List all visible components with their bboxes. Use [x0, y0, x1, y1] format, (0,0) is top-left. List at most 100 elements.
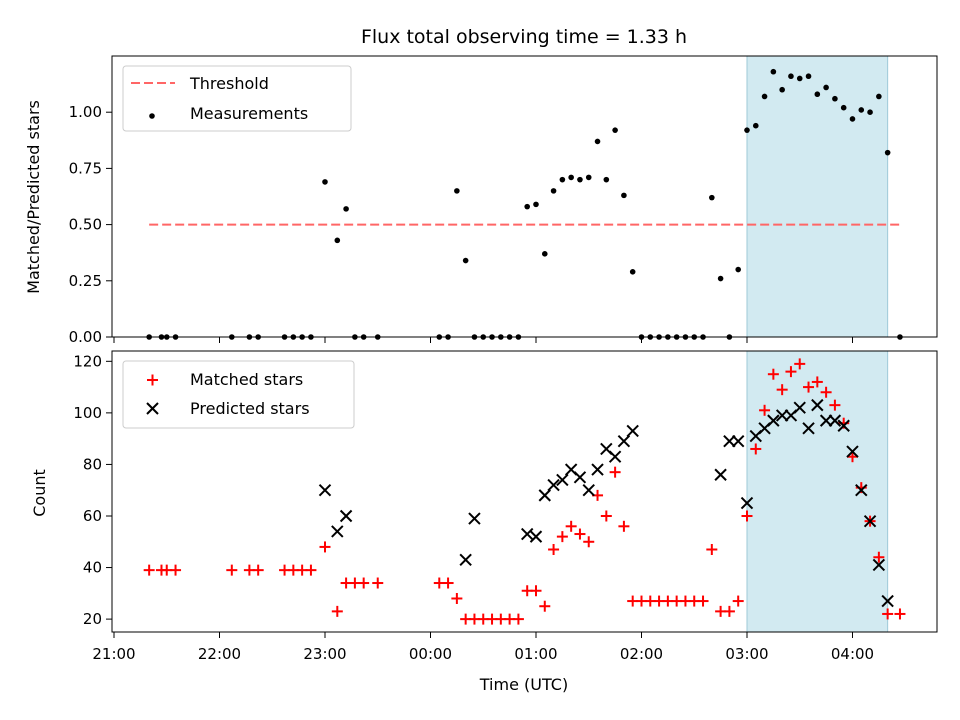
predicted-cross-b [529, 530, 543, 543]
measurement-point [524, 203, 531, 210]
predicted-star-point [775, 409, 789, 422]
matched-star-point [451, 592, 463, 604]
predicted-cross-b [837, 419, 850, 432]
matched-star-point [759, 404, 771, 416]
predicted-star-point [617, 435, 631, 448]
matched-star-point [882, 608, 894, 620]
predicted-star-point [582, 484, 595, 497]
predicted-cross-b [872, 558, 886, 572]
predicted-star-point [529, 530, 543, 543]
predicted-cross-b [608, 450, 622, 463]
measurement-point [761, 93, 768, 100]
matched-star-point [820, 386, 832, 398]
matched-star-point [894, 608, 906, 620]
matched-star-point [706, 544, 718, 556]
predicted-cross-b [731, 435, 745, 448]
matched-star-point [442, 577, 454, 589]
measurement-point [867, 109, 873, 115]
bottom-panel: 20 40 60 80 100 120 21:00 22:00 23:00 00:00 01:00… [30, 350, 938, 694]
predicted-star-point [608, 450, 622, 463]
predicted-star-point [767, 414, 780, 427]
measurement-point [849, 116, 856, 122]
measurement-point [334, 237, 341, 244]
bottom-x-ticks: 21:00 22:00 23:00 00:00 01:00 02:00 03:00 04:00 [92, 632, 874, 663]
measurement-point [717, 275, 724, 282]
measurement-point [603, 176, 610, 183]
predicted-cross-b [767, 414, 780, 427]
bottom-y-ticks: 20 40 60 80 100 120 [73, 352, 112, 628]
predicted-star-point [339, 509, 353, 523]
measurement-point [568, 174, 574, 181]
predicted-cross-b [318, 484, 332, 497]
predicted-cross-b [723, 435, 736, 448]
bottom-highlight-band [746, 350, 889, 633]
legend-predicted-label: Predicted stars [190, 399, 310, 418]
measurement-point [832, 95, 838, 102]
top-y-tick-label: 0.50 [69, 216, 102, 234]
measurement-point [594, 138, 601, 145]
x-tick-label: 01:00 [514, 645, 557, 663]
predicted-cross-b [802, 422, 815, 435]
predicted-star-point [723, 435, 736, 448]
measurement-point [840, 104, 847, 111]
predicted-cross-b [811, 398, 824, 412]
matched-star-point [873, 551, 885, 563]
matched-star-point [732, 595, 744, 607]
predicted-cross-b [459, 553, 472, 567]
matched-star-point [331, 605, 343, 617]
measurement-point [541, 251, 548, 257]
top-axes-frame [111, 55, 938, 338]
predicted-cross-b [547, 478, 560, 492]
measurement-point [462, 257, 469, 264]
matched-star-point [750, 443, 762, 455]
legend-matched-swatch [147, 374, 158, 386]
measurement-point [709, 194, 715, 201]
x-tick-label: 22:00 [198, 645, 241, 663]
matched-star-point [226, 564, 238, 576]
x-tick-label: 23:00 [303, 645, 346, 663]
matched-star-point [723, 605, 735, 617]
predicted-star-point [318, 484, 332, 497]
top-y-tick-label: 0.00 [69, 328, 102, 346]
legend-matched-label: Matched stars [190, 370, 303, 389]
matched-star-point [829, 399, 841, 411]
predicted-cross-b [582, 484, 595, 497]
measurement-point [343, 206, 349, 212]
predicted-star-point [468, 512, 481, 525]
measurement-point [876, 93, 882, 100]
predicted-star-point [819, 414, 833, 427]
predicted-cross-b [740, 496, 754, 510]
predicted-cross-b [331, 525, 344, 538]
top-panel: 0.00 0.25 0.50 0.75 1.00 Matched/Predicted s… [24, 55, 938, 346]
measurement-point [796, 75, 803, 82]
predicted-cross-b [626, 424, 639, 438]
matched-star-point [530, 585, 542, 597]
predicted-cross-b [556, 473, 569, 487]
x-tick-label: 02:00 [620, 645, 663, 663]
bottom-y-axis-label: Count [30, 469, 49, 517]
matched-star-point [609, 466, 621, 478]
predicted-cross-b [520, 527, 534, 541]
bottom-y-tick-label: 100 [73, 404, 102, 422]
predicted-star-point [731, 435, 745, 448]
matched-star-point [539, 600, 551, 612]
predicted-cross-b [819, 414, 833, 427]
measurement-point [585, 174, 592, 181]
measurement-point [454, 188, 460, 194]
bottom-legend-box [122, 360, 355, 429]
predicted-star-point [793, 401, 806, 414]
measurement-point [858, 107, 865, 113]
legend-measurements-label: Measurements [190, 104, 308, 123]
x-tick-label: 04:00 [831, 645, 874, 663]
predicted-cross-b [828, 414, 842, 427]
matched-star-point [600, 510, 612, 522]
predicted-star-point [811, 398, 824, 412]
measurement-point [577, 176, 583, 183]
top-legend-box [122, 65, 352, 132]
predicted-star-point [802, 422, 815, 435]
predicted-star-point [863, 514, 877, 528]
predicted-cross-b [573, 471, 587, 484]
measurement-point [744, 127, 750, 133]
matched-star-point [143, 564, 155, 576]
